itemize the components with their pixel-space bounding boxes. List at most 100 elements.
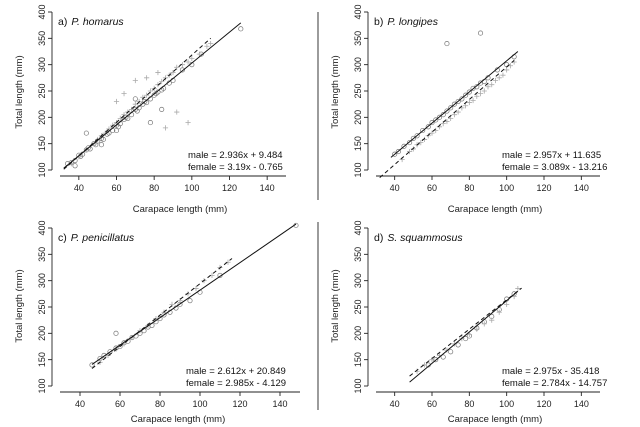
panel-d-y-ticks: 100 150 200 250 300 350 400	[353, 220, 368, 394]
panel-a-marks	[63, 22, 244, 170]
panel-a-female-point-10	[117, 115, 123, 121]
panel-b-male-point-18	[466, 89, 472, 95]
panel-d-female-point-7	[466, 331, 472, 337]
panel-a-female-fit-line	[63, 37, 211, 170]
panel-a-male-point-42	[72, 163, 78, 169]
panel-a-female-point-21	[159, 78, 165, 85]
panel-d-xtick-label-1: 60	[427, 399, 437, 409]
panel-c-ytick-label-5: 350	[37, 247, 47, 262]
panel-a-ytick-label-6: 400	[37, 4, 47, 19]
panel-c-female-fit-line	[91, 258, 233, 369]
panel-a-female-equation: female = 3.19x - 0.765	[188, 162, 283, 173]
panel-c-ytick-label-6: 400	[37, 220, 47, 235]
panel-d-xlabel: Carapace length (mm)	[448, 414, 543, 425]
panel-b-x-ticks: 40 60 80 100 120 140	[390, 176, 589, 193]
panel-c-ytick-label-3: 250	[37, 299, 47, 314]
panel-b-male-point-7	[425, 124, 431, 130]
panel-d-xtick-label-4: 120	[536, 399, 551, 409]
panel-d-female-point-10	[489, 317, 495, 323]
panel-c-ytick-label-0: 100	[37, 378, 47, 393]
panel-b-male-point-20	[474, 84, 480, 90]
panel-d-xtick-label-3: 100	[499, 399, 514, 409]
panel-a-female-point-18	[147, 88, 153, 94]
panel-a-y-ticks: 100 150 200 250 300 350 400	[37, 4, 52, 178]
panel-b-male-point-15	[455, 98, 461, 105]
panel-c-xtick-label-4: 120	[232, 399, 247, 409]
panel-b-male-point-10	[436, 114, 443, 120]
panel-b-male-point-8	[429, 120, 435, 126]
panel-d-xtick-label-2: 80	[464, 399, 474, 409]
panel-b-female-point-23	[489, 82, 495, 88]
panel-a-female-point-11	[121, 112, 127, 118]
panel-b-male-point-9	[433, 117, 439, 123]
panel-b-female-point-12	[448, 115, 454, 121]
panel-c-xtick-label-1: 60	[115, 399, 125, 409]
panel-b-female-point-22	[485, 84, 491, 90]
panel-a-male-point-38	[179, 67, 185, 73]
panel-a-female-point-17	[144, 92, 150, 98]
panel-a-female-point-27	[185, 59, 191, 65]
panel-b-female-point-17	[466, 99, 472, 106]
panel-b-xtick-label-1: 60	[427, 183, 437, 193]
panel-a-xtick-label-1: 60	[111, 183, 121, 193]
panel-b: b) P. longipes Total length (mm) Carapace…	[317, 4, 607, 215]
panel-c-female-point-11	[185, 291, 191, 297]
panel-d-female-point-11	[496, 309, 502, 315]
panel-a-xtick-label-3: 100	[184, 183, 199, 193]
panel-b-ytick-label-2: 200	[353, 110, 363, 125]
panel-d-ytick-label-5: 350	[353, 247, 363, 262]
panel-a-female-point-30	[204, 43, 210, 49]
panel-a-ylabel: Total length (mm)	[14, 55, 25, 128]
panel-c-xtick-label-5: 140	[272, 399, 287, 409]
panel-a-male-point-44	[98, 142, 104, 148]
panel-d-ytick-label-0: 100	[353, 378, 363, 393]
panel-a-male-point-41	[238, 26, 244, 32]
panel-b-xtick-label-4: 120	[536, 183, 551, 193]
panel-d-male-point-4	[455, 342, 461, 348]
panel-a-x-ticks: 40 60 80 100 120 140	[74, 176, 275, 193]
panel-b-female-point-7	[429, 130, 435, 136]
panel-d-female-point-9	[481, 321, 487, 327]
panel-a-male-point-47	[147, 120, 153, 126]
panel-c-female-equation: female = 2.985x - 4.129	[186, 378, 286, 389]
panel-c-xtick-label-0: 40	[75, 399, 85, 409]
panel-a-xtick-label-0: 40	[74, 183, 84, 193]
panel-a-female-point-25	[174, 64, 180, 70]
panel-b-male-point-1	[395, 149, 401, 155]
panel-b-ytick-label-0: 100	[353, 162, 363, 177]
panel-b-female-point-26	[500, 72, 506, 78]
panel-c-label: c) P. penicillatus	[58, 232, 135, 244]
panel-b-y-ticks: 100 150 200 250 300 350 400	[353, 4, 368, 178]
panel-a-female-point-35	[144, 75, 150, 81]
panel-b-male-point-13	[448, 105, 454, 111]
panel-a-ytick-label-0: 100	[37, 162, 47, 177]
panel-a-female-point-28	[189, 55, 195, 61]
panel-a-female-point-39	[185, 120, 191, 126]
panel-b-male-point-2	[401, 143, 407, 149]
panel-a-female-point-29	[196, 51, 202, 57]
panel-d-ytick-label-1: 150	[353, 352, 363, 367]
panel-a-xtick-label-2: 80	[149, 183, 159, 193]
panel-b-male-equation: male = 2.957x + 11.635	[502, 150, 601, 161]
panel-b-female-point-4	[418, 140, 424, 146]
panel-a-female-point-31	[208, 41, 214, 47]
panel-b-ytick-label-5: 350	[353, 31, 363, 46]
panel-b-male-point-4	[410, 135, 416, 141]
panel-d-male-fit-line	[409, 290, 519, 383]
panel-a-female-point-33	[121, 91, 127, 97]
panel-b-xtick-label-0: 40	[390, 183, 400, 193]
panel-a-female-point-13	[128, 106, 135, 113]
panel-b-female-point-24	[492, 77, 499, 84]
panel-b-ytick-label-1: 150	[353, 136, 363, 151]
panel-b-ytick-label-3: 250	[353, 83, 363, 98]
panel-b-ytick-label-4: 300	[353, 57, 363, 72]
panel-a-ytick-label-4: 300	[37, 57, 47, 72]
panel-b-male-point-5	[414, 133, 420, 139]
panel-a-female-point-22	[162, 75, 169, 81]
panel-b-marks	[379, 30, 519, 178]
panel-d-x-ticks: 40 60 80 100 120 140	[390, 392, 589, 409]
panel-d-female-point-12	[504, 301, 510, 307]
panel-b-male-point-27	[444, 41, 450, 47]
panel-a-male-fit-line	[63, 22, 242, 169]
